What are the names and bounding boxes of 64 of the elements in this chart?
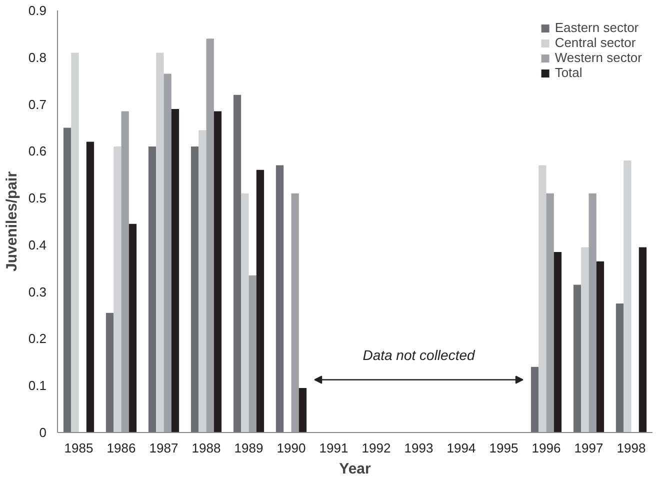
x-tick-label: 1998: [616, 440, 646, 456]
bar: [63, 128, 72, 432]
y-tick-label: 0.7: [28, 96, 47, 112]
y-tick-label: 0.8: [28, 50, 47, 65]
bar: [554, 252, 562, 432]
bar: [298, 388, 307, 432]
annotation: Data not collected: [362, 346, 476, 363]
x-tick-label: 1989: [234, 440, 264, 456]
x-tick-label: 1991: [319, 440, 348, 456]
bar: [241, 193, 249, 432]
bar: [128, 224, 137, 432]
bar: [291, 193, 299, 432]
y-tick-label: 0.2: [28, 331, 47, 346]
bar: [164, 74, 172, 432]
x-tick-label: 1992: [362, 440, 391, 456]
bar: [214, 111, 222, 432]
x-tick-label: 1986: [106, 440, 136, 456]
bar: [71, 52, 79, 432]
bar: [538, 165, 546, 432]
y-axis-title: Juveniles/pair: [3, 171, 20, 272]
x-tick-label: 1987: [149, 440, 178, 456]
x-tick-label: 1985: [64, 440, 94, 456]
x-tick-label: 1993: [404, 440, 434, 456]
bar: [86, 142, 94, 432]
bar: [530, 366, 539, 432]
legend-label: Total: [554, 65, 582, 80]
bar: [638, 247, 647, 432]
x-axis-title: Year: [339, 460, 372, 478]
bar: [256, 170, 264, 432]
y-tick-label: 0: [39, 425, 47, 440]
bar: [148, 146, 156, 432]
x-tick-label: 1997: [574, 440, 604, 456]
bar: [190, 146, 199, 432]
y-tick-label: 0.6: [28, 144, 47, 159]
bar: [276, 165, 284, 432]
x-tick-label: 1990: [276, 440, 306, 456]
bar: [581, 247, 589, 432]
bar: [624, 160, 632, 432]
bar: [596, 261, 604, 432]
bar: [171, 108, 180, 432]
bar: [233, 94, 242, 432]
legend-label: Western sector: [554, 50, 642, 65]
bar: [248, 275, 256, 432]
legend-label: Eastern sector: [554, 20, 639, 35]
x-tick-label: 1995: [489, 440, 518, 456]
y-tick-label: 0.1: [28, 378, 47, 394]
bar: [156, 52, 164, 432]
bar: [114, 146, 122, 432]
bar: [206, 38, 214, 432]
bar: [546, 193, 554, 432]
y-tick-label: 0.4: [28, 237, 47, 252]
x-tick-label: 1994: [446, 440, 476, 456]
y-tick-label: 0.3: [28, 284, 47, 300]
bar: [588, 193, 596, 432]
legend-label: Central sector: [554, 35, 636, 50]
x-tick-label: 1988: [192, 440, 221, 456]
bar: [121, 111, 129, 432]
y-tick-label: 0.5: [28, 190, 47, 206]
bar: [106, 312, 114, 432]
bar: [573, 284, 582, 432]
x-tick-label: 1996: [532, 440, 561, 456]
y-tick-label: 0.9: [28, 3, 47, 18]
bar: [198, 130, 206, 432]
bar: [616, 304, 624, 432]
